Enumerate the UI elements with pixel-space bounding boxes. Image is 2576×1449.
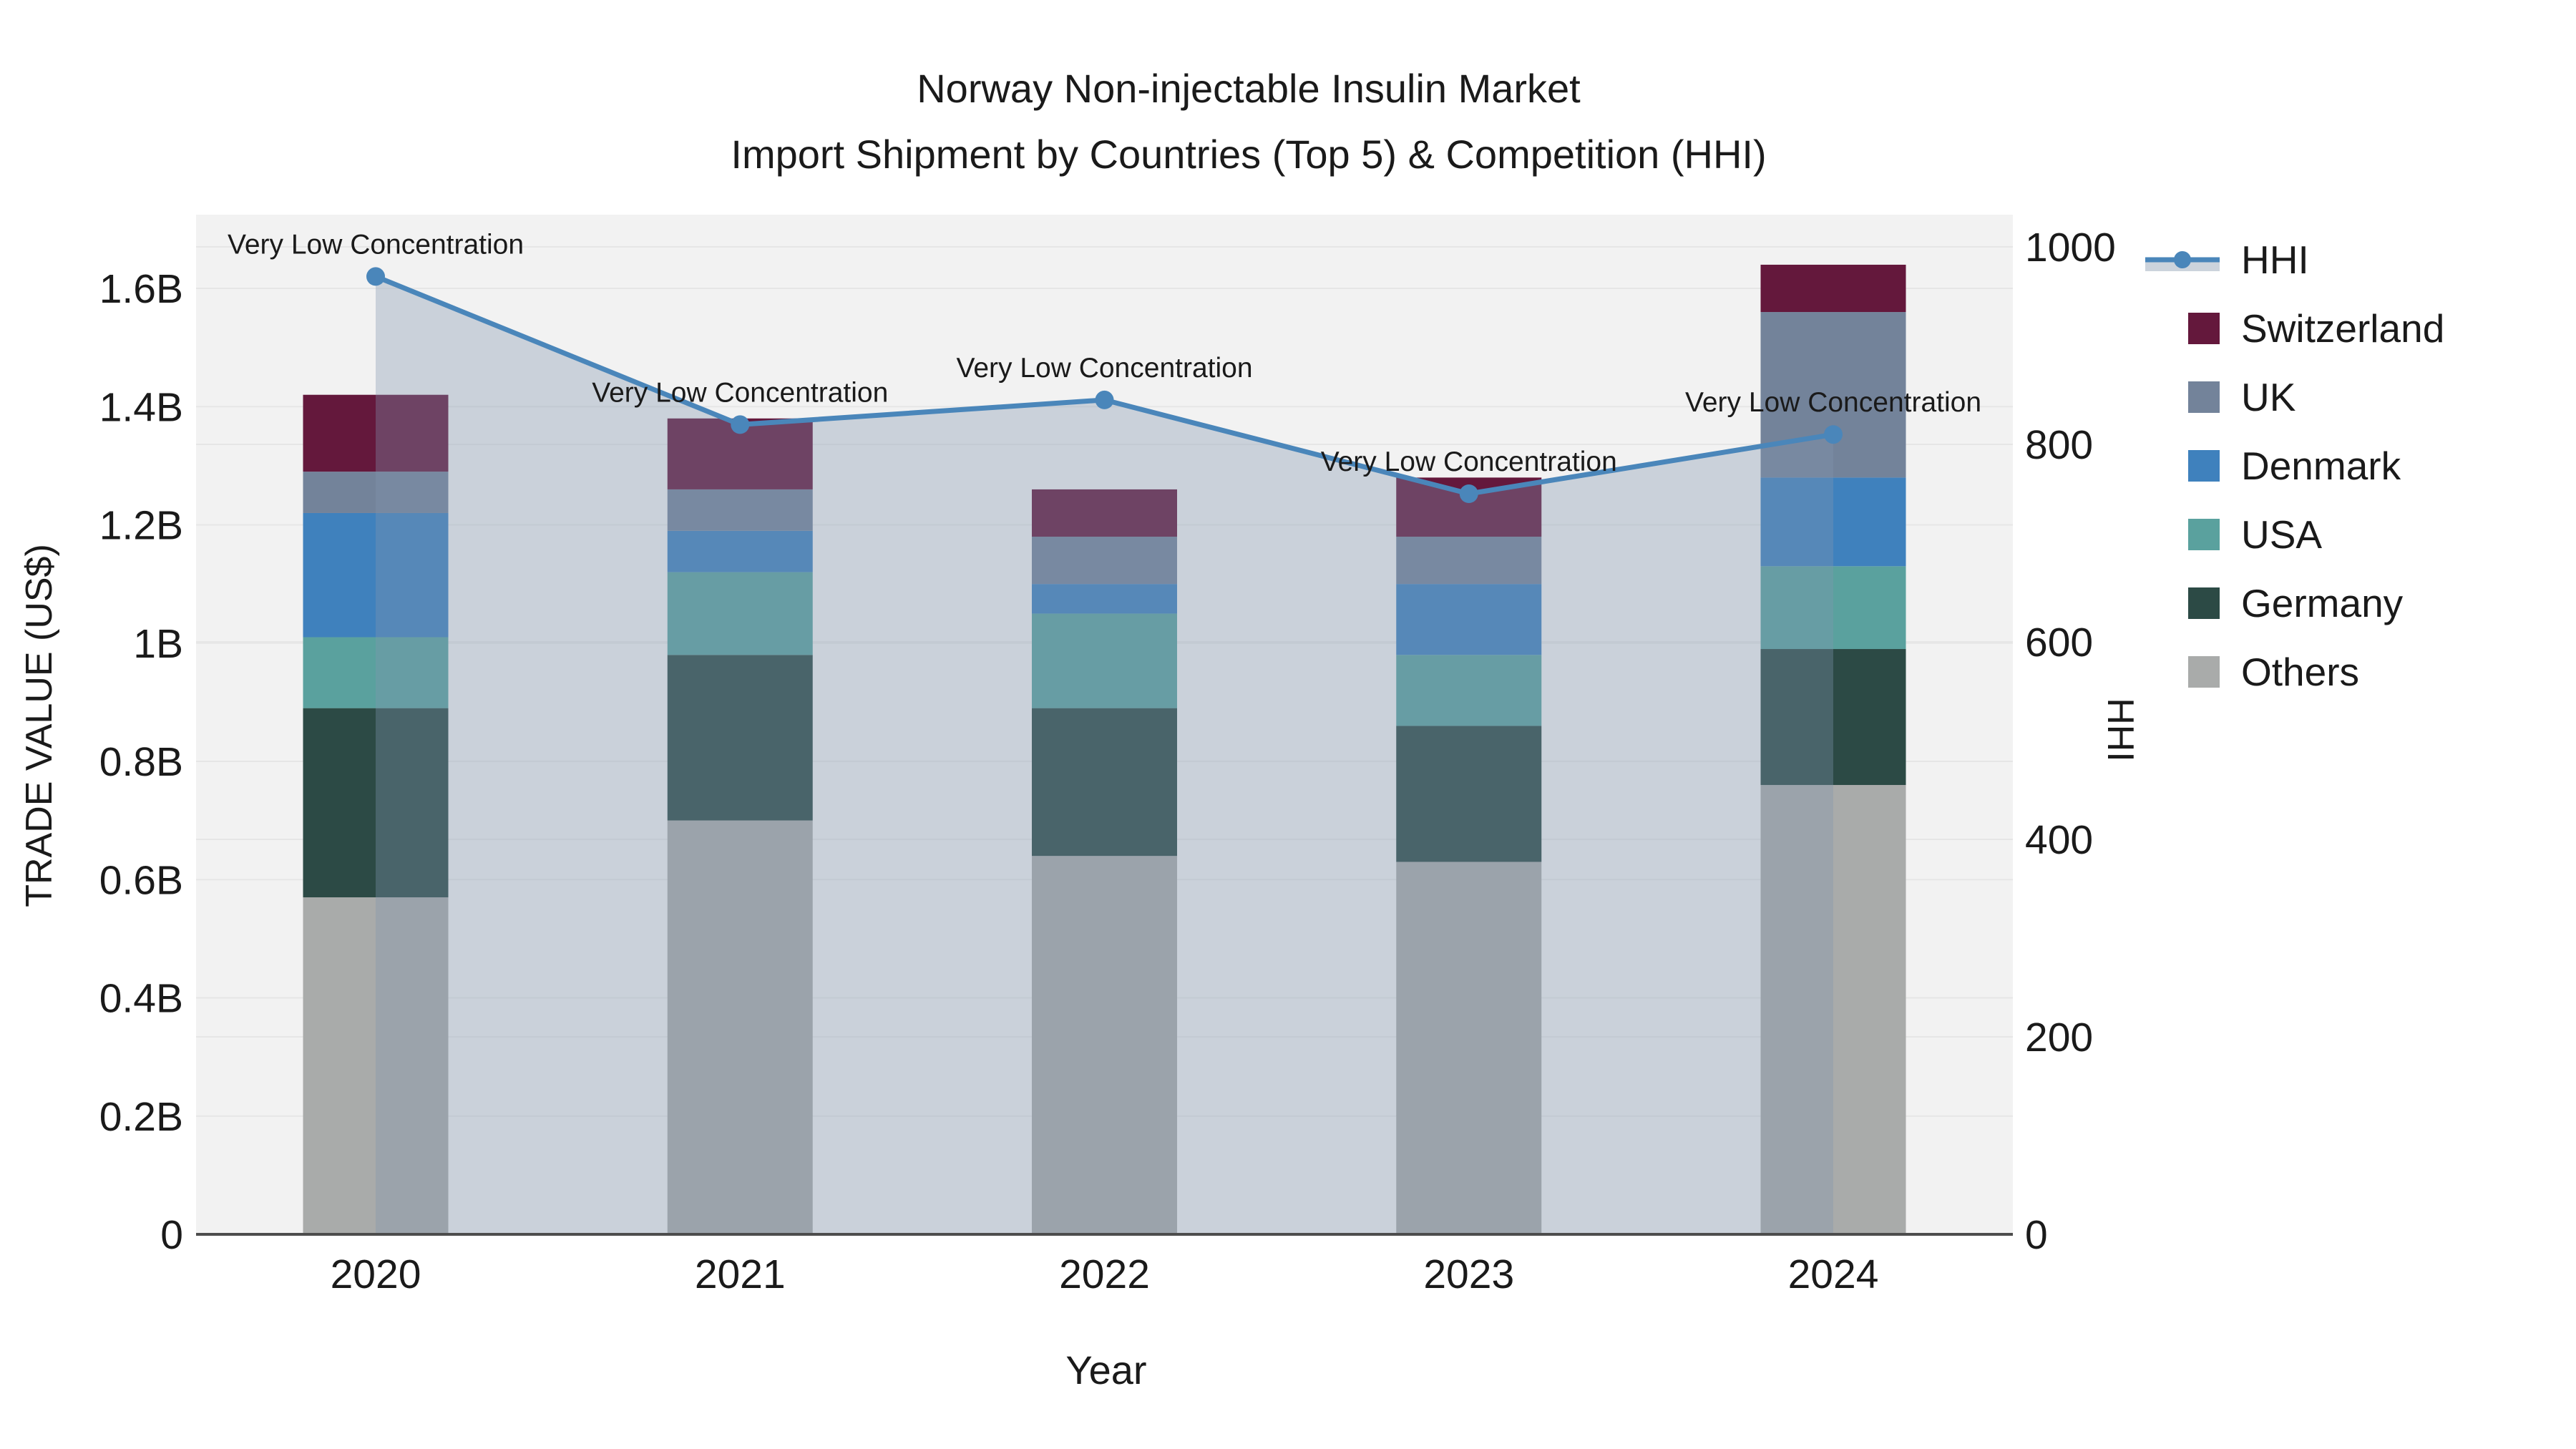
legend: HHI Switzerland UK Denmark USA Germany O… <box>2145 238 2444 694</box>
y-right-tick-label-0: 0 <box>2025 1212 2048 1258</box>
bar-segment-uk-2021 <box>667 489 813 531</box>
y-left-tick-label-0: 0 <box>160 1212 183 1258</box>
legend-item-germany: Germany <box>2188 581 2444 625</box>
bar-segment-germany-2021 <box>667 655 813 821</box>
bar-segment-germany-2022 <box>1032 708 1177 857</box>
bar-segment-denmark-2020 <box>303 512 449 638</box>
x-tick-label-2021: 2021 <box>695 1252 786 1297</box>
legend-label-uk: UK <box>2241 375 2296 419</box>
bar-segment-uk-2020 <box>303 472 449 513</box>
y-right-tick-label-400: 400 <box>2025 817 2093 863</box>
legend-item-others: Others <box>2188 650 2444 694</box>
y-right-axis-title: HHI <box>2099 698 2141 762</box>
hhi-marker-2023 <box>1459 484 1478 503</box>
chart-title: Norway Non-injectable Insulin Market Imp… <box>731 56 1766 187</box>
legend-item-uk: UK <box>2188 375 2444 419</box>
legend-item-usa: USA <box>2188 512 2444 557</box>
bar-segment-germany-2020 <box>303 708 449 898</box>
bar-segment-usa-2024 <box>1760 566 1906 650</box>
legend-item-hhi: HHI <box>2145 238 2444 282</box>
y-left-tick-label-0.4B: 0.4B <box>99 976 183 1022</box>
bar-segment-uk-2022 <box>1032 537 1177 585</box>
bar-segment-germany-2023 <box>1396 726 1542 862</box>
bar-segment-germany-2024 <box>1760 649 1906 786</box>
bar-segment-usa-2021 <box>667 572 813 655</box>
bar-segment-others-2024 <box>1760 785 1906 1234</box>
bar-segment-switzerland-2022 <box>1032 489 1177 537</box>
annotation-2020: Very Low Concentration <box>228 229 524 260</box>
hhi-marker-2024 <box>1824 425 1843 444</box>
x-tick-label-2020: 2020 <box>331 1252 421 1297</box>
hhi-area <box>376 276 1833 1234</box>
bar-segment-uk-2023 <box>1396 537 1542 585</box>
bar-segment-switzerland-2020 <box>303 394 449 472</box>
bar-segment-others-2023 <box>1396 862 1542 1234</box>
chart-title-line2: Import Shipment by Countries (Top 5) & C… <box>731 132 1767 177</box>
chart-title-line1: Norway Non-injectable Insulin Market <box>917 66 1581 111</box>
denmark-swatch-icon <box>2188 450 2220 482</box>
bar-segment-denmark-2022 <box>1032 584 1177 614</box>
hhi-marker-2021 <box>731 415 750 434</box>
legend-label-switzerland: Switzerland <box>2241 306 2445 351</box>
y-left-tick-label-1.4B: 1.4B <box>99 384 183 430</box>
bar-segment-usa-2022 <box>1032 613 1177 708</box>
x-axis-title: Year <box>1065 1347 1147 1392</box>
y-left-tick-label-1.2B: 1.2B <box>99 503 183 549</box>
y-right-tick-label-200: 200 <box>2025 1015 2093 1060</box>
y-left-tick-label-0.8B: 0.8B <box>99 739 183 785</box>
hhi-line-swatch-icon <box>2145 251 2220 271</box>
switzerland-swatch-icon <box>2188 313 2220 344</box>
bar-segment-denmark-2023 <box>1396 584 1542 655</box>
germany-swatch-icon <box>2188 587 2220 619</box>
legend-label-others: Others <box>2241 650 2360 694</box>
bar-segment-uk-2024 <box>1760 312 1906 478</box>
x-tick-label-2024: 2024 <box>1788 1252 1879 1297</box>
y-left-tick-label-0.2B: 0.2B <box>99 1094 183 1140</box>
uk-swatch-icon <box>2188 381 2220 413</box>
legend-label-hhi: HHI <box>2241 238 2309 282</box>
hhi-marker-2020 <box>366 267 385 286</box>
y-right-tick-label-600: 600 <box>2025 620 2093 665</box>
bar-segment-others-2022 <box>1032 856 1177 1234</box>
y-left-tick-label-1B: 1B <box>133 621 183 667</box>
y-left-tick-label-1.6B: 1.6B <box>99 266 183 312</box>
bar-segment-usa-2023 <box>1396 655 1542 726</box>
annotation-2023: Very Low Concentration <box>1321 447 1617 477</box>
x-tick-label-2022: 2022 <box>1059 1252 1150 1297</box>
bar-segment-others-2020 <box>303 897 449 1234</box>
bar-segment-others-2021 <box>667 820 813 1234</box>
hhi-marker-2022 <box>1095 390 1114 409</box>
y-right-tick-label-800: 800 <box>2025 422 2093 468</box>
others-swatch-icon <box>2188 656 2220 688</box>
y-left-axis-title: TRADE VALUE (US$) <box>19 544 60 907</box>
y-left-tick-label-0.6B: 0.6B <box>99 857 183 903</box>
legend-item-denmark: Denmark <box>2188 444 2444 488</box>
annotation-2022: Very Low Concentration <box>956 353 1252 384</box>
y-right-tick-label-1000: 1000 <box>2025 225 2116 270</box>
annotation-2021: Very Low Concentration <box>592 377 888 408</box>
bar-segment-switzerland-2024 <box>1760 264 1906 313</box>
bar-segment-denmark-2024 <box>1760 477 1906 567</box>
annotation-2024: Very Low Concentration <box>1685 387 1981 418</box>
bar-segment-denmark-2021 <box>667 530 813 572</box>
legend-label-denmark: Denmark <box>2241 444 2401 488</box>
usa-swatch-icon <box>2188 519 2220 550</box>
x-tick-label-2023: 2023 <box>1423 1252 1514 1297</box>
legend-label-germany: Germany <box>2241 581 2404 625</box>
legend-label-usa: USA <box>2241 512 2323 557</box>
legend-item-switzerland: Switzerland <box>2188 306 2444 351</box>
bar-segment-usa-2020 <box>303 637 449 708</box>
